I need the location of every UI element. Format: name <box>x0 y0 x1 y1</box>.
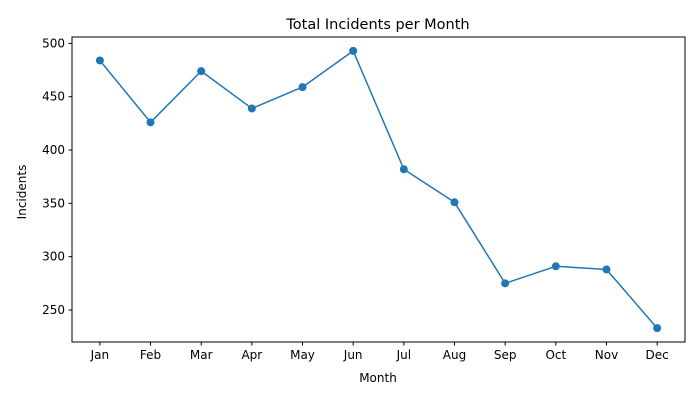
x-tick-label: Jul <box>396 348 411 362</box>
x-tick-label: Oct <box>545 348 566 362</box>
x-tick-label: Sep <box>494 348 517 362</box>
series-line <box>99 50 658 329</box>
data-point-aug <box>450 198 459 207</box>
y-tick-label: 350 <box>42 196 65 210</box>
x-tick-label: May <box>290 348 315 362</box>
x-tick-label: Feb <box>140 348 161 362</box>
data-point-sep <box>501 279 510 288</box>
chart-title: Total Incidents per Month <box>285 17 469 33</box>
data-point-jun <box>349 46 358 55</box>
y-tick-label: 450 <box>42 90 65 104</box>
data-point-oct <box>551 262 560 271</box>
x-tick-label: Mar <box>190 348 213 362</box>
y-axis: 250 300 350 400 450 500 <box>42 36 72 317</box>
y-tick-label: 400 <box>42 143 65 157</box>
y-tick-label: 500 <box>42 36 65 50</box>
y-tick-label: 300 <box>42 250 65 264</box>
series-group <box>95 46 662 333</box>
y-tick-label: 250 <box>42 303 65 317</box>
x-tick-label: Jun <box>343 348 363 362</box>
x-axis: Jan Feb Mar Apr May Jun Jul Aug Sep Oct Nov Dec <box>90 342 669 362</box>
x-axis-title: Month <box>359 371 397 385</box>
data-point-jul <box>399 165 408 174</box>
y-axis-title: Incidents <box>15 165 29 220</box>
plot-frame <box>71 36 686 343</box>
x-tick-label: Nov <box>595 348 618 362</box>
x-tick-label: Jan <box>90 348 110 362</box>
data-point-mar <box>197 67 206 76</box>
data-point-jan <box>95 56 104 65</box>
x-tick-label: Dec <box>646 348 669 362</box>
data-point-apr <box>247 104 256 113</box>
data-point-dec <box>653 324 662 333</box>
data-point-nov <box>602 265 611 274</box>
data-point-feb <box>146 118 155 127</box>
x-tick-label: Aug <box>443 348 466 362</box>
x-tick-label: Apr <box>241 348 262 362</box>
data-point-may <box>298 83 307 92</box>
